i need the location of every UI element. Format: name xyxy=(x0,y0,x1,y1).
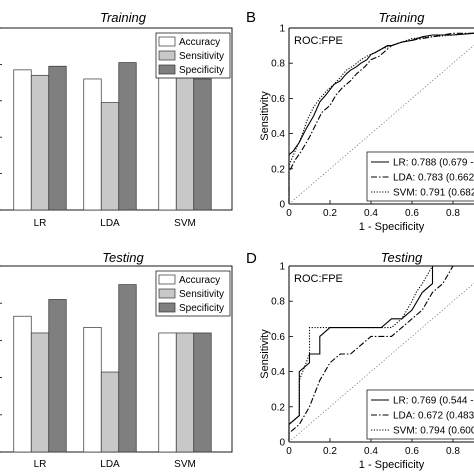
legend-label: Specificity xyxy=(179,65,224,76)
legend-label: SVM: 0.791 (0.682 xyxy=(393,188,474,199)
panel-letter: B xyxy=(246,9,256,26)
legend-label: Accuracy xyxy=(179,275,220,286)
bar-specificity-svm xyxy=(193,332,212,453)
y-tick-label: 0.8 xyxy=(271,297,285,308)
roc-curve-2 xyxy=(288,32,474,204)
x-tick-label: 0.8 xyxy=(446,446,460,457)
category-label: LR xyxy=(34,459,47,470)
y-tick-label: 0.4 xyxy=(271,129,285,140)
roc-curve-0 xyxy=(288,265,474,442)
bar-sensitivity-lr xyxy=(30,332,50,453)
bar-accuracy-svm xyxy=(158,74,177,211)
legend-label: Accuracy xyxy=(179,37,220,48)
legend-label: LR: 0.769 (0.544 - xyxy=(393,396,474,407)
bar-accuracy-lr xyxy=(13,315,32,453)
bar-accuracy-lr xyxy=(13,69,32,211)
legend-swatch xyxy=(158,288,176,299)
category-label: LDA xyxy=(100,218,120,229)
legend-label: Specificity xyxy=(179,303,224,314)
category-label: LDA xyxy=(100,459,120,470)
y-tick-label: 0.8 xyxy=(271,59,285,70)
bar-specificity-lr xyxy=(48,65,67,211)
bar-specificity-lda xyxy=(118,284,137,453)
y-tick-label: 1 xyxy=(279,262,285,273)
legend-label: Sensitivity xyxy=(179,51,224,62)
category-label: LR xyxy=(34,218,47,229)
legend-label: SVM: 0.794 (0.600 xyxy=(393,426,474,437)
legend-swatch xyxy=(158,36,176,47)
x-tick-label: 0.2 xyxy=(323,446,337,457)
category-label: SVM xyxy=(174,459,196,470)
y-tick-label: 0.6 xyxy=(271,332,285,343)
panel-title: Training xyxy=(378,10,425,25)
y-tick-label: 0.2 xyxy=(271,402,285,413)
chance-line xyxy=(288,282,474,443)
legend-swatch xyxy=(158,64,176,75)
x-axis-label: 1 - Specificity xyxy=(359,221,425,233)
legend-label: LDA: 0.783 (0.662 xyxy=(393,173,474,184)
legend-label: LR: 0.788 (0.679 - xyxy=(393,158,474,169)
bar-sensitivity-lr xyxy=(30,74,50,211)
chance-line xyxy=(288,44,474,205)
x-tick-label: 0 xyxy=(286,446,292,457)
panel-title: Training xyxy=(100,10,147,25)
x-tick-label: 0 xyxy=(286,208,292,219)
y-tick-label: 0 xyxy=(279,438,285,449)
x-tick-label: 0.6 xyxy=(405,208,419,219)
roc-panel-1: 00.20.40.60.8100.20.40.60.811 - Specific… xyxy=(246,9,474,233)
x-tick-label: 0.8 xyxy=(446,208,460,219)
bar-panel-0: Training LR LDA SVM Accuracy Sensitivity Speci… xyxy=(0,10,233,229)
bar-panel-2: Testing LR LDA SVM Accuracy Sensitivity Specif… xyxy=(0,250,233,470)
y-tick-label: 0.6 xyxy=(271,94,285,105)
y-tick-label: 1 xyxy=(279,24,285,35)
category-label: SVM xyxy=(174,218,196,229)
x-tick-label: 0.6 xyxy=(405,446,419,457)
roc-curve-2 xyxy=(288,265,474,442)
roc-annotation: ROC:FPE xyxy=(294,273,343,285)
bar-sensitivity-svm xyxy=(175,73,195,211)
panel-title: Testing xyxy=(381,250,423,265)
bar-accuracy-lda xyxy=(83,327,102,453)
y-tick-label: 0 xyxy=(279,200,285,211)
x-tick-label: 0.4 xyxy=(364,446,378,457)
legend-swatch xyxy=(158,50,176,61)
roc-panel-3: 00.20.40.60.8100.20.40.60.811 - Specific… xyxy=(246,250,474,471)
panel-title: Testing xyxy=(102,250,144,265)
x-tick-label: 0.4 xyxy=(364,208,378,219)
y-tick-label: 0.2 xyxy=(271,164,285,175)
panel-letter: D xyxy=(246,250,257,267)
bar-accuracy-svm xyxy=(158,332,177,453)
legend-label: LDA: 0.672 (0.483 xyxy=(393,411,474,422)
bar-specificity-lda xyxy=(118,62,137,211)
bar-accuracy-lda xyxy=(83,78,102,211)
legend-swatch xyxy=(158,302,176,313)
y-tick-label: 0.4 xyxy=(271,367,285,378)
bar-sensitivity-lda xyxy=(100,371,120,453)
bar-specificity-svm xyxy=(193,78,212,211)
bar-sensitivity-svm xyxy=(175,332,195,453)
bar-sensitivity-lda xyxy=(100,102,120,211)
roc-annotation: ROC:FPE xyxy=(294,35,343,47)
legend-label: Sensitivity xyxy=(179,289,224,300)
roc-curve-1 xyxy=(288,265,474,442)
y-axis-label: Sensitivity xyxy=(259,91,271,141)
legend-swatch xyxy=(158,274,176,285)
y-axis-label: Sensitivity xyxy=(259,329,271,379)
x-axis-label: 1 - Specificity xyxy=(359,459,425,471)
bar-specificity-lr xyxy=(48,299,67,453)
x-tick-label: 0.2 xyxy=(323,208,337,219)
